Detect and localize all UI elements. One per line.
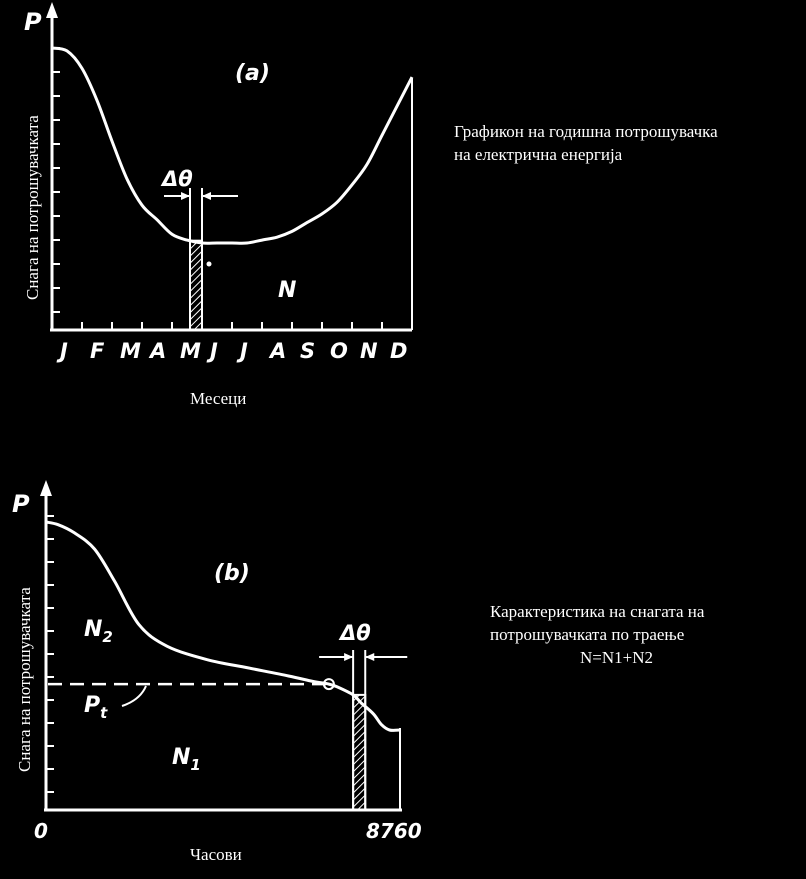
chart-b-intersection-point — [322, 678, 335, 691]
chart-a-y-ticks — [52, 47, 60, 313]
chart-b-delta-marker — [319, 650, 408, 810]
chart-a-delta-label: Δθ — [160, 167, 193, 191]
chart-b-y-axis-arrow — [40, 480, 52, 496]
chart-a-x-tick-label: A — [268, 339, 286, 363]
chart-b-n2-label: N2 — [84, 617, 113, 646]
chart-b-hatched-strip — [352, 693, 367, 811]
chart-b: P (b) Δθ N2 Pt N1 0 8760 Снага на потрош… — [12, 480, 422, 864]
chart-b-panel-label: (b) — [214, 561, 250, 586]
chart-a-x-tick-label: J — [206, 339, 218, 363]
chart-a-x-tick-label: J — [56, 339, 68, 363]
chart-b-delta-right-arrowhead — [365, 653, 375, 661]
chart-a-x-tick-label: J — [236, 339, 248, 363]
chart-a-caption-line-2: на електрична енергија — [454, 145, 623, 164]
chart-a-x-tick-label: M — [120, 339, 141, 363]
chart-b-caption-line-2: потрошувачката по траење — [490, 625, 685, 644]
chart-b-caption-line-1: Карактеристика на снагата на — [490, 602, 705, 621]
chart-b-x-tick-label-start: 0 — [34, 819, 48, 843]
chart-a-delta-right-arrowhead — [202, 192, 211, 200]
chart-a-x-tick-label: S — [300, 339, 315, 363]
chart-a-y-symbol: P — [24, 8, 42, 36]
chart-a-x-tick-label: M — [180, 339, 201, 363]
chart-a-x-tick-label: D — [390, 339, 407, 363]
chart-a-caption-line-1: Графикон на годишна потрошувачка — [454, 122, 718, 141]
chart-b-delta-left-arrowhead — [344, 653, 354, 661]
chart-a-x-tick-label: N — [360, 339, 378, 363]
chart-a-delta-left-arrowhead — [181, 192, 190, 200]
chart-a-y-axis-arrow — [46, 2, 58, 18]
chart-b-x-tick-label-end: 8760 — [366, 819, 422, 843]
chart-b-y-label: Снага на потрошувачката — [15, 587, 34, 772]
chart-a-delta-marker — [164, 188, 238, 330]
chart-b-pt-label: Pt — [84, 693, 108, 722]
chart-b-caption-line-3: N=N1+N2 — [580, 648, 654, 667]
chart-a-x-tick-label: F — [90, 339, 105, 363]
chart-b-n1-label: N1 — [172, 745, 201, 774]
chart-a-x-tick-label: A — [148, 339, 166, 363]
chart-a-hatched-strip — [189, 239, 203, 332]
chart-a-dot — [206, 261, 212, 267]
chart-a-x-label: Месеци — [190, 389, 246, 408]
chart-b-duration-curve — [45, 520, 401, 732]
chart-a-load-curve — [51, 46, 414, 245]
chart-a-y-label: Снага на потрошувачката — [23, 115, 42, 300]
chart-b-x-label: Часови — [190, 845, 242, 864]
chart-a-caption: Графикон на годишна потрошувачка на елек… — [454, 120, 799, 166]
chart-b-y-ticks — [46, 515, 54, 793]
chart-b-pt-leader — [121, 685, 147, 707]
chart-a-area-label: N — [278, 278, 296, 303]
chart-b-delta-label: Δθ — [338, 621, 371, 645]
chart-a-panel-label: (a) — [235, 61, 270, 86]
chart-a-x-tick-label: O — [330, 339, 348, 363]
chart-b-caption: Карактеристика на снагата на потрошувачк… — [490, 600, 800, 669]
chart-b-y-symbol: P — [12, 490, 30, 518]
